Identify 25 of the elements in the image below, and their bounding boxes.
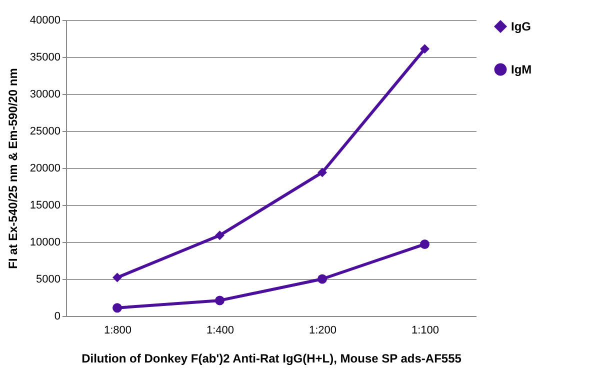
y-tick-label: 20000	[30, 162, 60, 174]
x-tick-label: 1:200	[308, 324, 337, 336]
x-tick-label: 1:100	[411, 324, 440, 336]
y-tick-label: 5000	[36, 274, 60, 286]
point	[420, 239, 430, 249]
y-tick-label: 35000	[30, 52, 60, 64]
y-tick-label: 25000	[30, 126, 60, 138]
y-tick-label: 10000	[30, 236, 60, 248]
x-axis-title: Dilution of Donkey F(ab')2 Anti-Rat IgG(H+L), Mouse SP ads-AF555	[82, 352, 462, 366]
y-tick-label: 30000	[30, 88, 60, 100]
legend-label: IgM	[511, 62, 532, 76]
point	[215, 230, 224, 240]
legend-label: IgG	[511, 20, 531, 34]
y-tick-label: 15000	[30, 200, 60, 212]
point	[318, 168, 327, 178]
point	[318, 274, 327, 284]
y-tick-label: 40000	[30, 14, 60, 26]
point	[112, 272, 122, 282]
point	[215, 296, 224, 306]
x-tick-label: 1:800	[104, 324, 132, 336]
point	[420, 44, 430, 54]
y-axis-title: FI at Ex-540/25 nm & Em-590/20 nm	[6, 68, 20, 269]
point	[112, 303, 122, 313]
x-tick-label: 1:400	[206, 324, 234, 336]
y-tick-label: 0	[54, 310, 60, 322]
